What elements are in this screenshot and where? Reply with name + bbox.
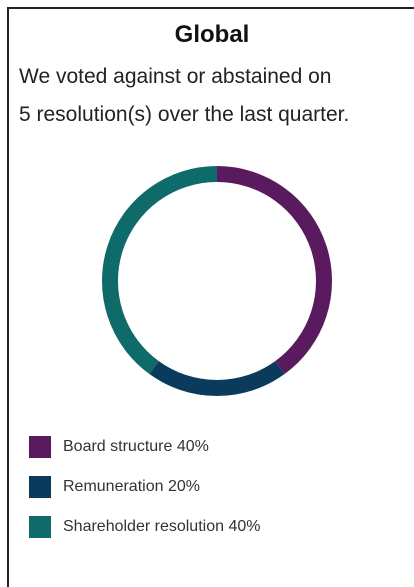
description-line-1: We voted against or abstained on xyxy=(19,65,332,88)
donut-slice-board-structure xyxy=(216,166,332,375)
donut-slice-shareholder-resolution xyxy=(102,166,218,375)
donut-slice-remuneration xyxy=(149,360,285,396)
legend-label-remuneration: Remuneration 20% xyxy=(63,478,200,495)
legend-label-board-structure: Board structure 40% xyxy=(63,438,209,455)
legend-swatch-shareholder-resolution xyxy=(29,516,51,538)
donut-chart xyxy=(102,166,332,396)
legend-swatch-remuneration xyxy=(29,476,51,498)
legend-label-shareholder-resolution: Shareholder resolution 40% xyxy=(63,518,261,535)
legend-swatch-board-structure xyxy=(29,436,51,458)
global-voting-panel: Global We voted against or abstained on … xyxy=(7,7,414,587)
panel-title: Global xyxy=(174,21,250,48)
description-line-2: 5 resolution(s) over the last quarter. xyxy=(19,103,350,126)
